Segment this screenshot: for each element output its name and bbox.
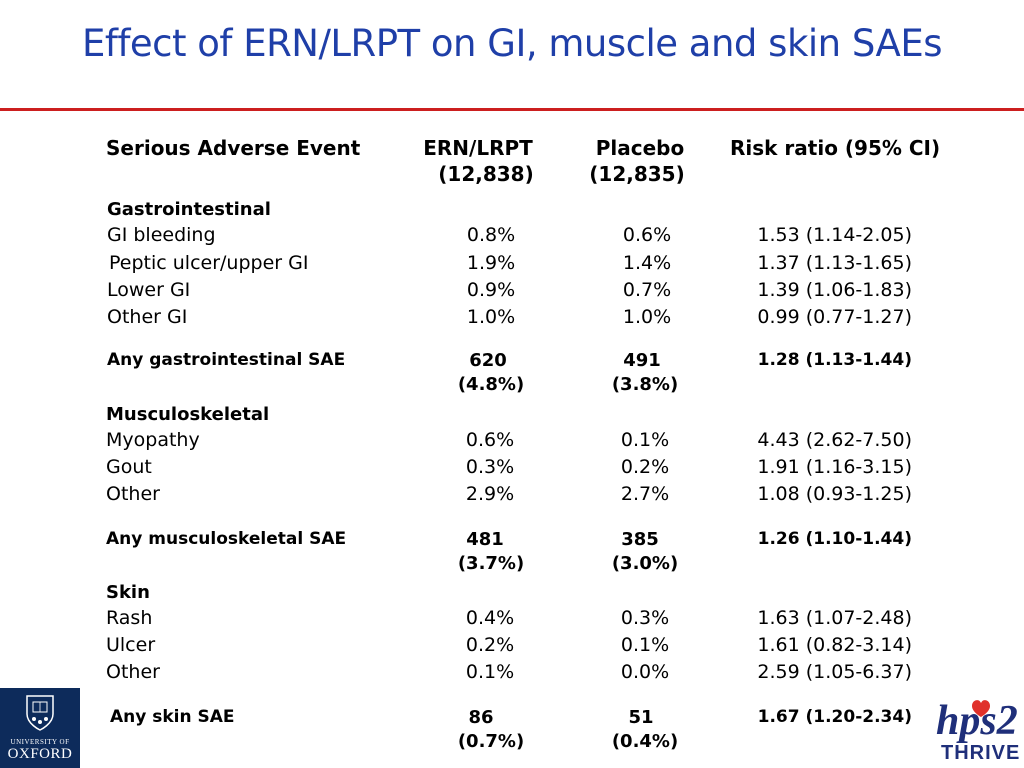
summary-row-placebo-pct: (3.0%) bbox=[611, 553, 679, 574]
table-row-ern: 0.9% bbox=[466, 279, 516, 301]
table-row-placebo: 0.0% bbox=[620, 661, 670, 683]
table-row-rr: 1.91 (1.16-3.15) bbox=[757, 456, 912, 478]
header-ern: ERN/LRPT bbox=[423, 136, 533, 160]
title-divider bbox=[0, 108, 1024, 111]
oxford-logo: UNIVERSITY OF OXFORD bbox=[0, 688, 80, 768]
group-heading-skin: Skin bbox=[106, 582, 150, 603]
table-row-placebo: 1.0% bbox=[622, 306, 672, 328]
table-row-placebo: 0.6% bbox=[622, 224, 672, 246]
table-row-rr: 1.37 (1.13-1.65) bbox=[757, 252, 912, 274]
table-row-event: Peptic ulcer/upper GI bbox=[109, 252, 309, 274]
group-heading-musculoskeletal: Musculoskeletal bbox=[106, 404, 270, 425]
table-row-ern: 0.4% bbox=[465, 607, 515, 629]
table-row-placebo: 0.1% bbox=[620, 429, 670, 451]
table-row-ern: 0.1% bbox=[465, 661, 515, 683]
summary-row-placebo-pct: (0.4%) bbox=[611, 731, 679, 752]
table-row-ern: 1.0% bbox=[466, 306, 516, 328]
summary-row-event: Any gastrointestinal SAE bbox=[107, 350, 346, 370]
oxford-name-text: OXFORD bbox=[7, 746, 73, 762]
table-row-placebo: 1.4% bbox=[622, 252, 672, 274]
table-row-ern: 2.9% bbox=[465, 483, 515, 505]
table-row-event: Lower GI bbox=[107, 279, 191, 301]
table-row-ern: 0.6% bbox=[465, 429, 515, 451]
summary-row-rr: 1.67 (1.20-2.34) bbox=[757, 707, 912, 727]
table-row-placebo: 2.7% bbox=[620, 483, 670, 505]
summary-row-placebo-pct: (3.8%) bbox=[611, 374, 679, 395]
summary-row-event: Any musculoskeletal SAE bbox=[106, 529, 347, 549]
header-event: Serious Adverse Event bbox=[106, 136, 361, 160]
group-heading-gi: Gastrointestinal bbox=[107, 199, 271, 220]
table-row-event: Other bbox=[106, 483, 160, 505]
table-row-ern: 0.3% bbox=[465, 456, 515, 478]
summary-row-placebo: 385 bbox=[621, 529, 659, 550]
header-risk-ratio: Risk ratio (95% CI) bbox=[730, 136, 941, 160]
table-row-placebo: 0.2% bbox=[620, 456, 670, 478]
summary-row-ern: 620 bbox=[469, 350, 507, 371]
table-row-rr: 1.53 (1.14-2.05) bbox=[757, 224, 912, 246]
table-row-event: Other GI bbox=[107, 306, 188, 328]
table-row-event: GI bleeding bbox=[107, 224, 216, 246]
table-row-placebo: 0.1% bbox=[620, 634, 670, 656]
table-row-event: Myopathy bbox=[106, 429, 200, 451]
table-row-event: Rash bbox=[106, 607, 153, 629]
table-row-rr: 2.59 (1.05-6.37) bbox=[757, 661, 912, 683]
summary-row-rr: 1.26 (1.10-1.44) bbox=[757, 529, 912, 549]
table-row-placebo: 0.7% bbox=[622, 279, 672, 301]
table-row-ern: 1.9% bbox=[466, 252, 516, 274]
table-row-event: Gout bbox=[106, 456, 152, 478]
heart-icon bbox=[972, 700, 990, 717]
oxford-univ-text: UNIVERSITY OF bbox=[10, 738, 70, 746]
table-row-rr: 1.63 (1.07-2.48) bbox=[757, 607, 912, 629]
table-row-placebo: 0.3% bbox=[620, 607, 670, 629]
table-row-rr: 4.43 (2.62-7.50) bbox=[757, 429, 912, 451]
table-row-rr: 0.99 (0.77-1.27) bbox=[757, 306, 912, 328]
header-placebo: Placebo bbox=[595, 136, 685, 160]
summary-row-ern: 86 bbox=[468, 707, 494, 728]
summary-row-ern-pct: (4.8%) bbox=[457, 374, 525, 395]
thrive-wordmark: THRIVE bbox=[941, 742, 1021, 764]
summary-row-placebo: 51 bbox=[628, 707, 654, 728]
summary-row-placebo: 491 bbox=[623, 350, 661, 371]
header-ern-n: (12,838) bbox=[438, 162, 534, 186]
header-placebo-n: (12,835) bbox=[589, 162, 685, 186]
oxford-crest-icon bbox=[26, 695, 54, 731]
summary-row-ern: 481 bbox=[466, 529, 504, 550]
summary-row-event: Any skin SAE bbox=[110, 707, 235, 727]
summary-row-ern-pct: (0.7%) bbox=[457, 731, 525, 752]
summary-row-rr: 1.28 (1.13-1.44) bbox=[757, 350, 912, 370]
table-row-rr: 1.61 (0.82-3.14) bbox=[757, 634, 912, 656]
table-row-ern: 0.2% bbox=[465, 634, 515, 656]
table-row-rr: 1.08 (0.93-1.25) bbox=[757, 483, 912, 505]
table-row-rr: 1.39 (1.06-1.83) bbox=[757, 279, 912, 301]
table-row-ern: 0.8% bbox=[466, 224, 516, 246]
table-row-event: Ulcer bbox=[106, 634, 156, 656]
slide-title: Effect of ERN/LRPT on GI, muscle and ski… bbox=[81, 22, 943, 65]
table-row-event: Other bbox=[106, 661, 160, 683]
summary-row-ern-pct: (3.7%) bbox=[457, 553, 525, 574]
hps2-thrive-logo: hps2 bbox=[936, 698, 1018, 744]
